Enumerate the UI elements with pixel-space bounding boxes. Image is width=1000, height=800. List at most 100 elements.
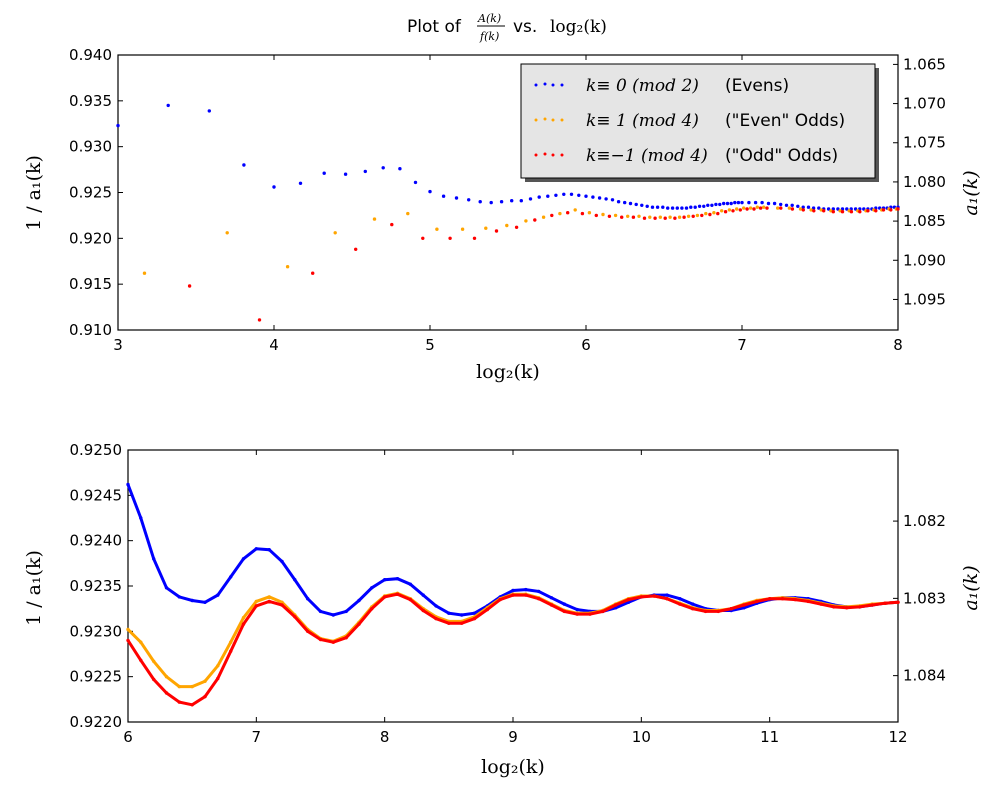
top-data-point bbox=[812, 209, 816, 213]
top-data-point bbox=[285, 265, 290, 269]
top-y-tick-label-right: 1.065 bbox=[903, 55, 946, 73]
top-data-point bbox=[573, 208, 577, 212]
top-data-point bbox=[831, 207, 835, 211]
top-y-tick-label-left: 0.940 bbox=[69, 46, 112, 64]
bottom-data-point bbox=[203, 679, 207, 683]
bottom-data-point bbox=[331, 640, 335, 644]
top-x-tick-label: 8 bbox=[893, 336, 903, 354]
top-data-point bbox=[566, 211, 570, 215]
top-data-point bbox=[584, 194, 588, 198]
legend-entry-evens: k≡ 0 (mod 2) (Evens) bbox=[534, 76, 789, 96]
top-data-point bbox=[554, 193, 558, 197]
top-data-point bbox=[736, 200, 741, 205]
bottom-data-point bbox=[370, 586, 374, 590]
top-data-point bbox=[702, 204, 706, 208]
bottom-panel: 6 7 8 9 10 11 12 0.9220 0.9225 0.9230 0.9235 0.924… bbox=[23, 441, 982, 778]
bottom-data-point bbox=[280, 559, 284, 564]
top-y-axis-label-right: a₁(k) bbox=[960, 170, 982, 215]
top-data-point bbox=[680, 206, 684, 210]
top-data-point bbox=[546, 194, 550, 198]
legend-marker bbox=[551, 83, 555, 87]
top-data-point bbox=[448, 236, 452, 240]
top-data-point bbox=[666, 206, 670, 210]
bottom-x-axis-label: log₂(k) bbox=[481, 756, 545, 778]
bottom-data-point bbox=[280, 603, 284, 607]
top-data-point bbox=[257, 318, 262, 322]
top-data-point bbox=[693, 205, 697, 209]
bottom-data-point bbox=[408, 597, 412, 602]
bottom-data-point bbox=[780, 597, 785, 601]
top-data-point bbox=[700, 213, 704, 218]
bottom-y-tick-label-left: 0.9230 bbox=[70, 622, 123, 640]
top-data-point bbox=[716, 211, 720, 216]
top-data-point bbox=[738, 208, 742, 212]
legend-marker bbox=[560, 83, 564, 87]
bottom-data-point bbox=[742, 603, 746, 607]
top-data-point bbox=[505, 223, 509, 228]
bottom-data-point bbox=[306, 629, 310, 633]
top-data-point bbox=[787, 206, 792, 210]
top-data-point bbox=[631, 215, 636, 219]
top-data-point bbox=[670, 206, 675, 210]
bottom-data-point bbox=[511, 588, 515, 593]
legend-marker bbox=[543, 82, 547, 86]
bottom-data-point bbox=[742, 606, 746, 610]
bottom-data-point bbox=[177, 684, 181, 689]
top-x-tick-label: 3 bbox=[113, 336, 123, 354]
top-data-point bbox=[616, 200, 621, 204]
top-data-point bbox=[645, 204, 649, 208]
top-data-point bbox=[849, 210, 854, 214]
bottom-data-point bbox=[267, 548, 271, 552]
top-data-point bbox=[733, 200, 737, 205]
legend-marker bbox=[534, 118, 538, 122]
top-data-point bbox=[779, 202, 783, 207]
bottom-data-point bbox=[177, 700, 181, 704]
top-y-tick-label-left: 0.925 bbox=[69, 184, 112, 202]
bottom-data-point bbox=[549, 596, 554, 600]
bottom-data-point bbox=[460, 613, 464, 617]
bottom-data-point bbox=[537, 597, 541, 601]
top-data-point bbox=[720, 209, 724, 213]
top-data-point bbox=[484, 226, 488, 230]
top-data-point bbox=[747, 200, 751, 205]
top-data-point bbox=[753, 200, 758, 205]
top-y-tick-label-left: 0.910 bbox=[69, 321, 112, 339]
top-y-tick-label-right: 1.090 bbox=[903, 251, 946, 269]
top-data-point bbox=[510, 199, 514, 203]
top-data-point bbox=[874, 209, 878, 213]
top-data-point bbox=[801, 205, 805, 209]
top-data-point bbox=[712, 211, 716, 215]
top-data-point bbox=[718, 202, 722, 207]
top-y-tick-label-left: 0.915 bbox=[69, 275, 112, 293]
bottom-data-point bbox=[241, 622, 246, 626]
bottom-data-point bbox=[498, 597, 502, 602]
title-frac-numerator: A(k) bbox=[477, 12, 501, 25]
top-data-point bbox=[706, 203, 710, 207]
top-data-point bbox=[354, 247, 358, 251]
bottom-data-point bbox=[447, 621, 451, 625]
top-y-ticks-right: 1.065 1.070 1.075 1.080 1.085 1.090 1.095 bbox=[893, 55, 946, 308]
bottom-data-point bbox=[280, 600, 284, 604]
top-data-point bbox=[558, 211, 562, 216]
top-data-point bbox=[695, 213, 700, 218]
top-data-point bbox=[653, 216, 657, 220]
top-data-point bbox=[207, 109, 211, 113]
top-data-point bbox=[745, 207, 749, 211]
top-data-point bbox=[435, 227, 439, 231]
top-data-point bbox=[441, 194, 446, 198]
top-data-point bbox=[610, 198, 615, 202]
top-data-point bbox=[889, 208, 893, 212]
bottom-y-tick-label-left: 0.9250 bbox=[70, 441, 123, 459]
top-data-point bbox=[550, 213, 554, 218]
bottom-data-point bbox=[139, 516, 143, 520]
bottom-data-point bbox=[267, 595, 271, 599]
top-data-point bbox=[499, 200, 504, 204]
legend-marker bbox=[543, 117, 547, 121]
top-data-point bbox=[822, 209, 826, 213]
top-data-point bbox=[798, 207, 803, 211]
top-data-point bbox=[406, 211, 410, 216]
bottom-data-point bbox=[344, 636, 348, 640]
legend-label: ("Odd" Odds) bbox=[725, 146, 838, 166]
bottom-data-point bbox=[203, 600, 207, 604]
